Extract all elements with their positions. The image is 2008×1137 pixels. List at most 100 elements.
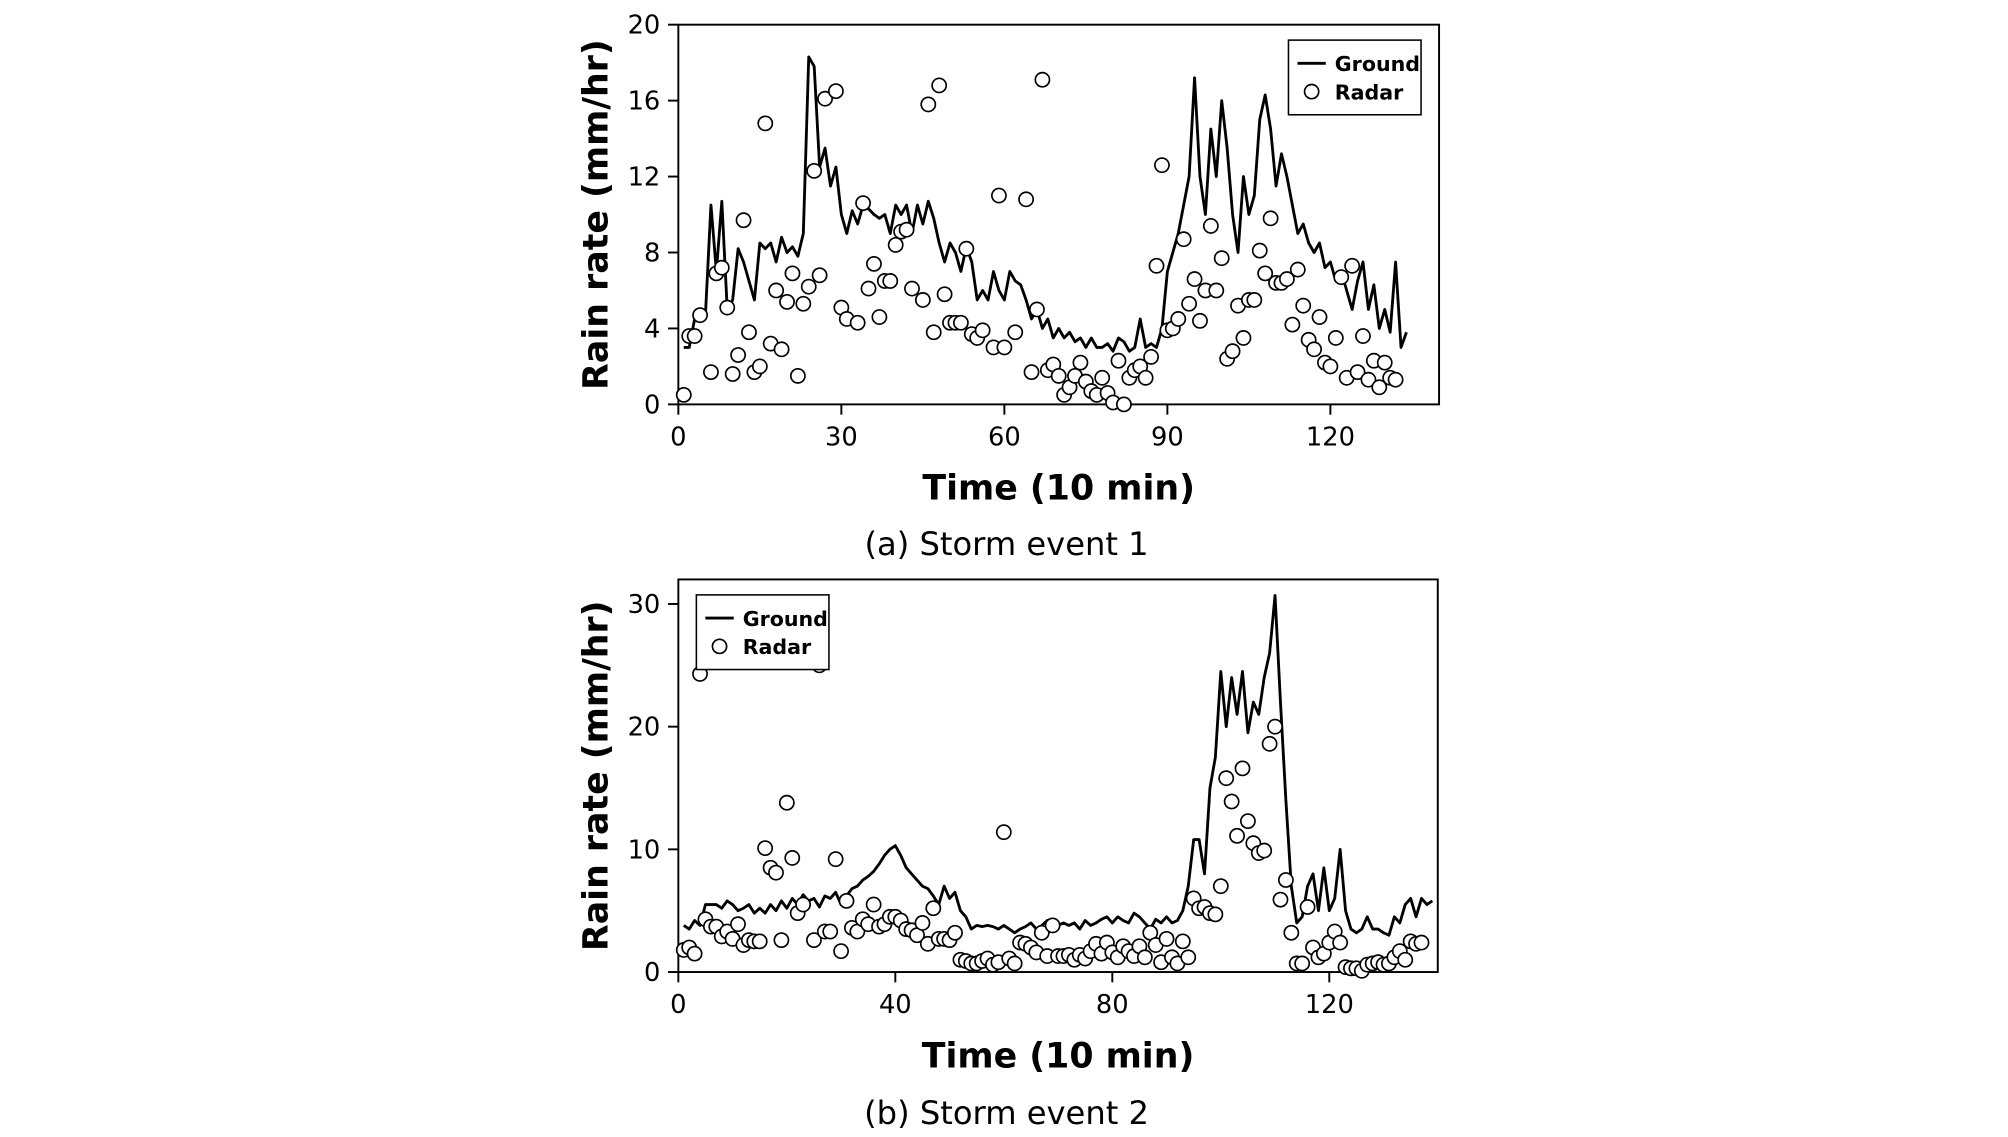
radar-point xyxy=(1034,71,1051,88)
radar-point xyxy=(914,292,931,308)
radar-point xyxy=(789,367,806,384)
radar-point xyxy=(1154,157,1170,174)
radar-point xyxy=(1029,301,1045,318)
radar-point xyxy=(1251,242,1268,259)
radar-point xyxy=(1306,341,1323,358)
radar-point xyxy=(920,96,937,113)
radar-point xyxy=(1136,949,1153,966)
radar-point xyxy=(936,286,953,303)
radar-point xyxy=(849,314,866,331)
radar-point xyxy=(1256,842,1273,859)
radar-point xyxy=(1181,295,1198,312)
radar-point xyxy=(768,282,785,299)
radar-point xyxy=(1115,396,1132,413)
radar-point xyxy=(686,328,703,344)
x-tick-label: 40 xyxy=(879,990,912,1020)
radar-point xyxy=(958,240,975,257)
radar-point xyxy=(1349,364,1366,381)
radar-point xyxy=(1299,899,1316,915)
radar-point xyxy=(1262,210,1279,227)
plot-frame xyxy=(677,23,1441,406)
ground-line xyxy=(683,55,1408,353)
radar-point xyxy=(1413,934,1430,951)
y-axis-title: Rain rate (mm/hr) xyxy=(577,39,617,390)
radar-point xyxy=(1332,934,1349,951)
radar-point xyxy=(1257,265,1274,282)
y-tick-label: 4 xyxy=(644,314,660,344)
radar-point xyxy=(1207,906,1224,923)
radar-point xyxy=(741,324,757,341)
x-tick-label: 0 xyxy=(670,990,686,1020)
radar-point xyxy=(1137,369,1154,386)
x-axis-title: Time (10 min) xyxy=(922,469,1195,509)
y-tick-label: 20 xyxy=(628,11,661,41)
radar-point xyxy=(1208,282,1225,299)
radar-point xyxy=(1158,930,1175,947)
radar-point xyxy=(1344,257,1361,274)
radar-point xyxy=(1218,770,1235,787)
y-tick-label: 20 xyxy=(628,713,661,743)
radar-point xyxy=(866,255,882,272)
radar-point xyxy=(703,364,719,381)
radar-point xyxy=(806,162,823,179)
radar-point xyxy=(838,892,855,909)
radar-point xyxy=(817,90,833,107)
x-tick-label: 90 xyxy=(1151,423,1184,453)
radar-point xyxy=(1023,364,1040,381)
radar-point xyxy=(1387,371,1404,388)
radar-point xyxy=(773,932,790,949)
radar-point xyxy=(1229,827,1245,844)
radar-point xyxy=(1175,231,1192,248)
x-tick-label: 80 xyxy=(1096,990,1129,1020)
radar-point xyxy=(833,943,849,960)
radar-point xyxy=(1355,328,1371,344)
legend-marker xyxy=(1303,83,1320,100)
radar-point xyxy=(1192,312,1208,329)
x-tick-label: 30 xyxy=(825,423,858,453)
radar-point xyxy=(1180,949,1197,966)
radar-point xyxy=(1246,292,1263,308)
radar-point xyxy=(778,794,795,811)
radar-point xyxy=(1283,924,1300,941)
radar-point xyxy=(811,267,828,284)
legend-marker xyxy=(711,638,728,655)
radar-point xyxy=(1279,271,1295,287)
legend-label: Radar xyxy=(743,635,812,659)
radar-point xyxy=(1202,218,1219,234)
radar-point xyxy=(806,932,822,949)
y-axis-title: Rain rate (mm/hr) xyxy=(577,600,617,951)
radar-point xyxy=(1018,191,1035,208)
radar-point xyxy=(751,358,768,375)
x-tick-label: 60 xyxy=(988,423,1021,453)
radar-point xyxy=(784,265,801,282)
x-tick-label: 0 xyxy=(670,423,686,453)
radar-point xyxy=(713,259,730,276)
radar-point xyxy=(1267,718,1283,735)
radar-point xyxy=(735,212,752,229)
radar-point xyxy=(1322,358,1339,375)
radar-point xyxy=(904,280,920,297)
radar-point xyxy=(898,221,915,238)
y-tick-label: 10 xyxy=(628,835,661,865)
radar-point xyxy=(1289,261,1306,278)
radar-point xyxy=(1223,793,1240,810)
legend-box xyxy=(1287,39,1422,116)
y-tick-label: 0 xyxy=(644,390,660,420)
radar-point xyxy=(931,77,948,94)
radar-point xyxy=(1294,955,1311,972)
radar-point xyxy=(1240,813,1256,830)
radar-point xyxy=(1234,760,1251,777)
radar-point xyxy=(768,864,784,881)
x-tick-label: 120 xyxy=(1306,423,1355,453)
radar-point xyxy=(925,900,942,917)
radar-point xyxy=(822,923,839,940)
legend: Ground Radar xyxy=(1287,39,1422,116)
radar-point xyxy=(795,896,812,913)
radar-point xyxy=(1360,371,1377,388)
caption: (a) Storm event 1 xyxy=(864,525,1148,563)
radar-point xyxy=(1007,324,1024,341)
radar-point xyxy=(1284,316,1301,333)
y-tick-label: 16 xyxy=(628,87,661,117)
radar-point xyxy=(692,307,708,324)
